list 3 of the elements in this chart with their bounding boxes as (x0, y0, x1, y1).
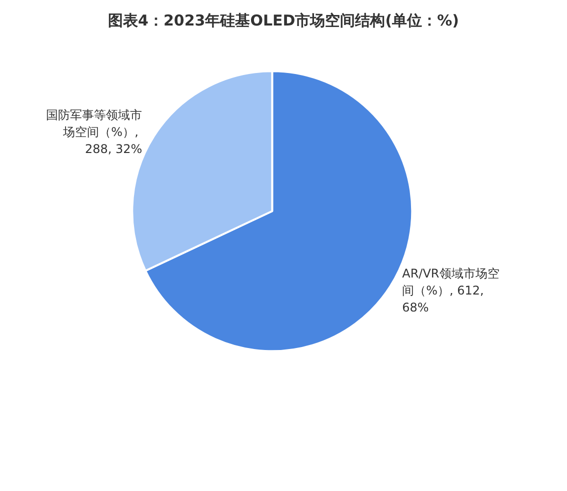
slice-label: 国防军事等领域市场空间（%）, 288, 32% (46, 108, 142, 156)
slice-label: AR/VR领域市场空间（%）, 612, 68% (402, 266, 500, 314)
chart-title: 图表4：2023年硅基OLED市场空间结构(单位：%) (108, 12, 459, 30)
